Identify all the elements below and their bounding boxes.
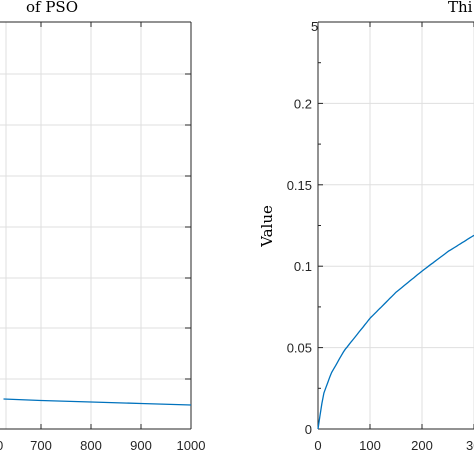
right-y-tick-labels: 0 0.05 0.1 0.15 0.2 — [287, 96, 312, 437]
right-y-axis-label: Value — [258, 205, 276, 248]
left-ticks — [40, 21, 192, 429]
left-x-tick-labels: 700 800 900 1000 0 — [0, 438, 205, 453]
right-chart-title: Thi — [448, 0, 473, 16]
left-chart-title: of PSO — [26, 0, 78, 16]
left-x-tick-label: 700 — [30, 438, 52, 453]
left-x-tick-label: 1000 — [177, 438, 206, 453]
right-grid — [318, 22, 474, 429]
right-y-tick-label: 0.1 — [294, 259, 312, 274]
right-x-tick-label: 30 — [466, 438, 474, 453]
right-y-tick-label: 0 — [305, 422, 312, 437]
left-x-tick-label: 0 — [0, 438, 3, 453]
right-y-tick-label: 0.2 — [294, 96, 312, 111]
right-ticks — [317, 22, 474, 430]
left-series-line — [3, 398, 192, 406]
right-x-tick-labels: 0 100 200 30 — [314, 438, 474, 453]
right-x-tick-label: 200 — [411, 438, 433, 453]
left-x-tick-label: 900 — [130, 438, 152, 453]
right-y-tick-label: 0.15 — [287, 178, 312, 193]
right-top-annotation: 5 — [311, 19, 318, 34]
right-chart: Thi Value 5 0 0.05 0.1 0.15 0.2 0 100 200 30 — [258, 0, 474, 453]
right-y-tick-label: 0.05 — [287, 341, 312, 356]
right-x-tick-label: 100 — [359, 438, 381, 453]
left-chart: of PSO 700 800 900 1000 0 — [0, 0, 205, 453]
left-grid — [0, 21, 191, 429]
right-series-line — [317, 234, 474, 430]
right-x-tick-label: 0 — [314, 438, 321, 453]
left-x-tick-label: 800 — [80, 438, 102, 453]
